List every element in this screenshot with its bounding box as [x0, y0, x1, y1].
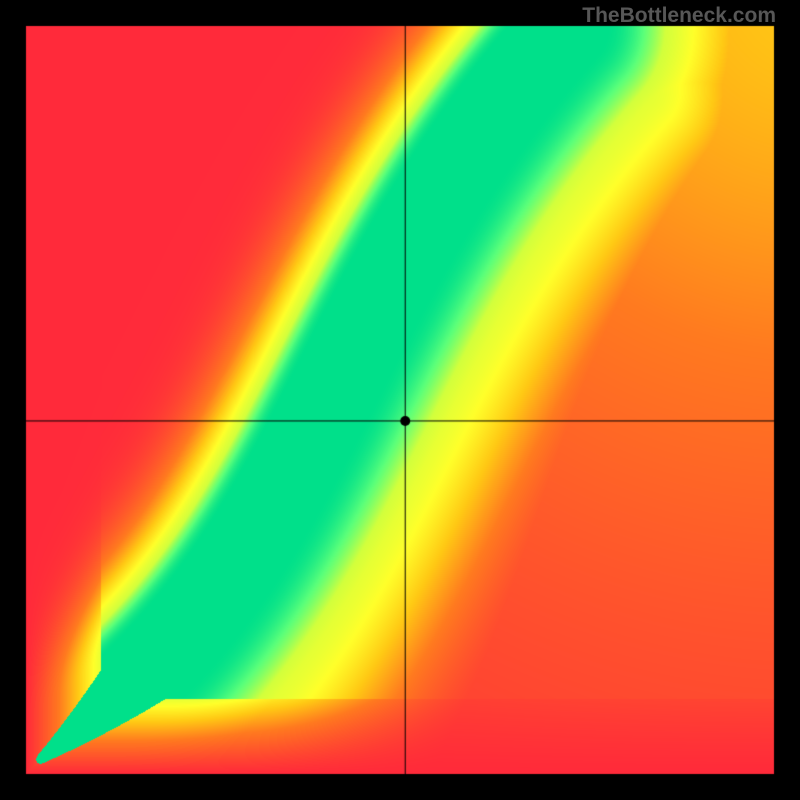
chart-container: TheBottleneck.com: [0, 0, 800, 800]
watermark-text: TheBottleneck.com: [582, 4, 776, 28]
heatmap-canvas: [0, 0, 800, 800]
